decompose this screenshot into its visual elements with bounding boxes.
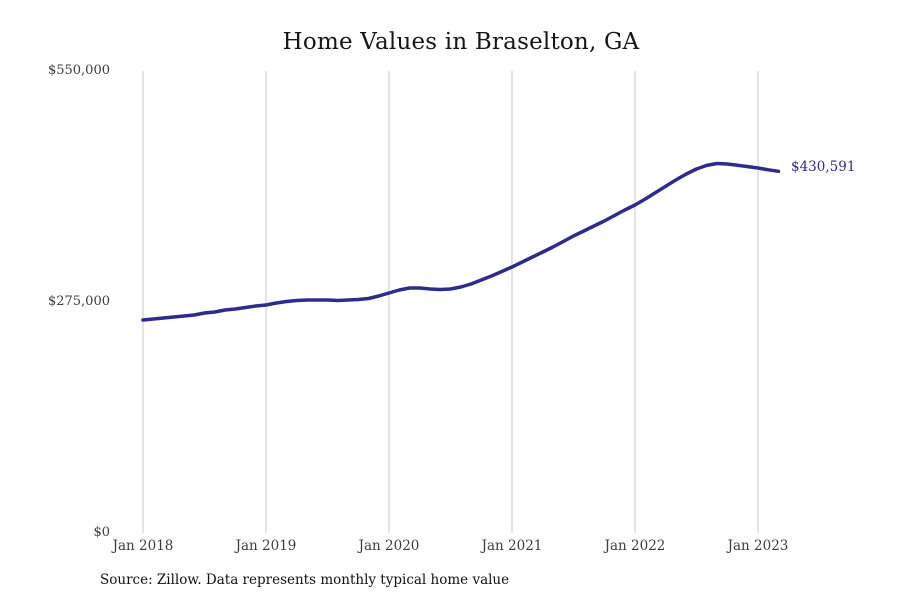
end-value-label: $430,591 xyxy=(791,159,856,175)
x-axis-tick-jan-2021: Jan 2021 xyxy=(481,538,543,554)
y-axis-tick-275000: $275,000 xyxy=(47,294,110,309)
y-axis-tick-0: $0 xyxy=(93,525,110,540)
chart-title: Home Values in Braselton, GA xyxy=(282,29,640,55)
x-axis-tick-jan-2023: Jan 2023 xyxy=(727,538,789,554)
x-axis-tick-jan-2018: Jan 2018 xyxy=(112,538,174,554)
source-note: Source: Zillow. Data represents monthly … xyxy=(100,572,510,588)
x-axis-tick-jan-2022: Jan 2022 xyxy=(604,538,666,554)
x-axis-tick-jan-2019: Jan 2019 xyxy=(235,538,297,554)
y-axis-tick-550000: $550,000 xyxy=(47,63,110,78)
x-axis-tick-jan-2020: Jan 2020 xyxy=(358,538,420,554)
home-value-line-series xyxy=(141,161,781,322)
